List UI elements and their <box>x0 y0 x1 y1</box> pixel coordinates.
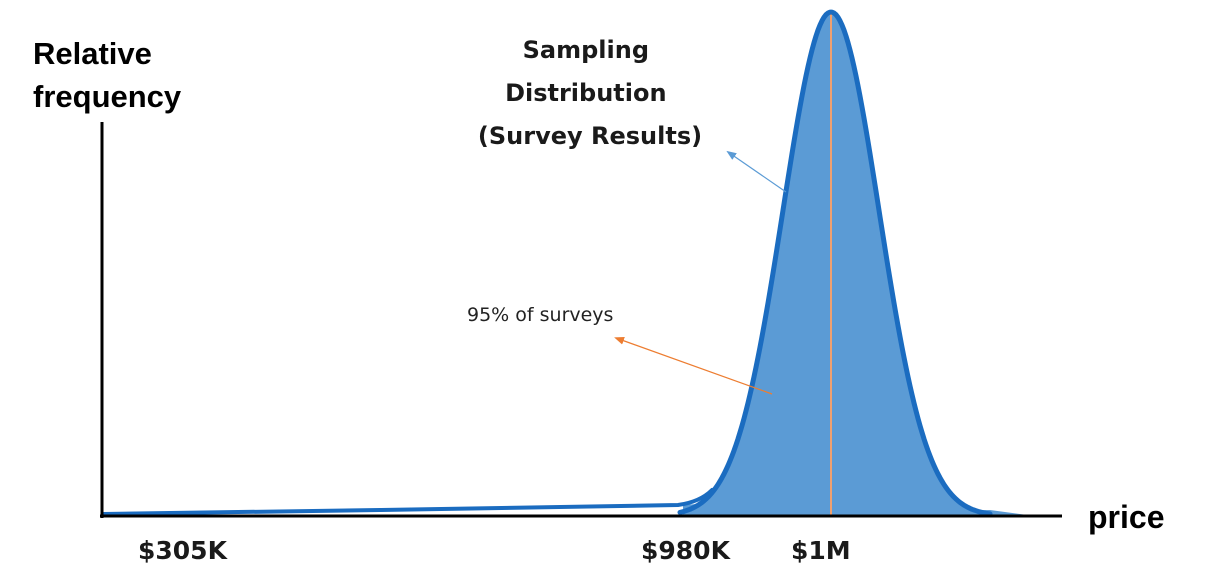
tick-label-980k: $980K <box>641 536 732 565</box>
y-axis-label-line-1: Relative <box>33 36 152 71</box>
distribution-area <box>683 12 1035 516</box>
y-axis-label: Relative frequency <box>33 36 182 114</box>
title-arrow <box>726 150 787 193</box>
tick-label-305k: $305K <box>138 536 229 565</box>
tick-label-1m: $1M <box>791 536 851 565</box>
distribution-curve <box>677 9 993 517</box>
title-line-1: Sampling <box>523 36 649 64</box>
y-axis-label-line-2: frequency <box>33 79 182 114</box>
left-tail-line <box>102 488 714 516</box>
title-line-3: (Survey Results) <box>478 122 702 150</box>
distribution-title: Sampling Distribution (Survey Results) <box>478 36 702 150</box>
x-axis-label: price <box>1088 499 1164 535</box>
title-line-2: Distribution <box>505 79 667 107</box>
annotation-arrow <box>614 336 773 395</box>
coverage-annotation: 95% of surveys <box>467 304 613 326</box>
